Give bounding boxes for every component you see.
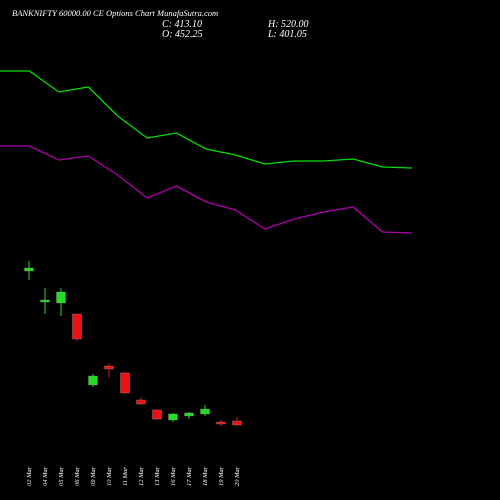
candle-body: [216, 421, 226, 425]
x-tick-label: 12 Mar: [138, 466, 145, 486]
candle-body: [120, 372, 130, 394]
x-tick-label: 20 Mar: [234, 466, 241, 486]
candle-body: [232, 420, 242, 426]
header-close: C: 413.10: [162, 19, 202, 30]
overlay-line: [0, 70, 413, 169]
x-tick-label: 11 Mar: [122, 467, 129, 486]
x-tick-label: 13 Mar: [154, 466, 161, 486]
candle-body: [40, 299, 50, 303]
candle-body: [88, 375, 98, 386]
candle-body: [184, 412, 194, 417]
candle-body: [72, 313, 82, 340]
header-open: O: 452.25: [162, 29, 203, 40]
x-tick-label: 09 Mar: [90, 466, 97, 486]
candle-body: [136, 399, 146, 405]
x-tick-label: 06 Mar: [74, 466, 81, 486]
x-tick-label: 04 Mar: [42, 466, 49, 486]
candle-body: [152, 409, 162, 420]
x-tick-label: 05 Mar: [58, 466, 65, 486]
chart-title: BANKNIFTY 60000.00 CE Options Chart Muna…: [12, 8, 218, 18]
x-tick-label: 18 Mar: [202, 466, 209, 486]
candle-body: [24, 267, 34, 272]
x-tick-label: 17 Mar: [186, 466, 193, 486]
candle-body: [56, 291, 66, 304]
header-high: H: 520.00: [267, 19, 309, 30]
overlay-line: [0, 145, 413, 234]
candle-body: [168, 413, 178, 421]
header-low: L: 401.05: [267, 29, 307, 40]
x-tick-label: 10 Mar: [106, 466, 113, 486]
x-tick-label: 19 Mar: [218, 466, 225, 486]
candle-body: [200, 408, 210, 415]
x-tick-label: 02 Mar: [26, 466, 33, 486]
x-tick-label: 16 Mar: [170, 466, 177, 486]
candle-body: [104, 365, 114, 370]
